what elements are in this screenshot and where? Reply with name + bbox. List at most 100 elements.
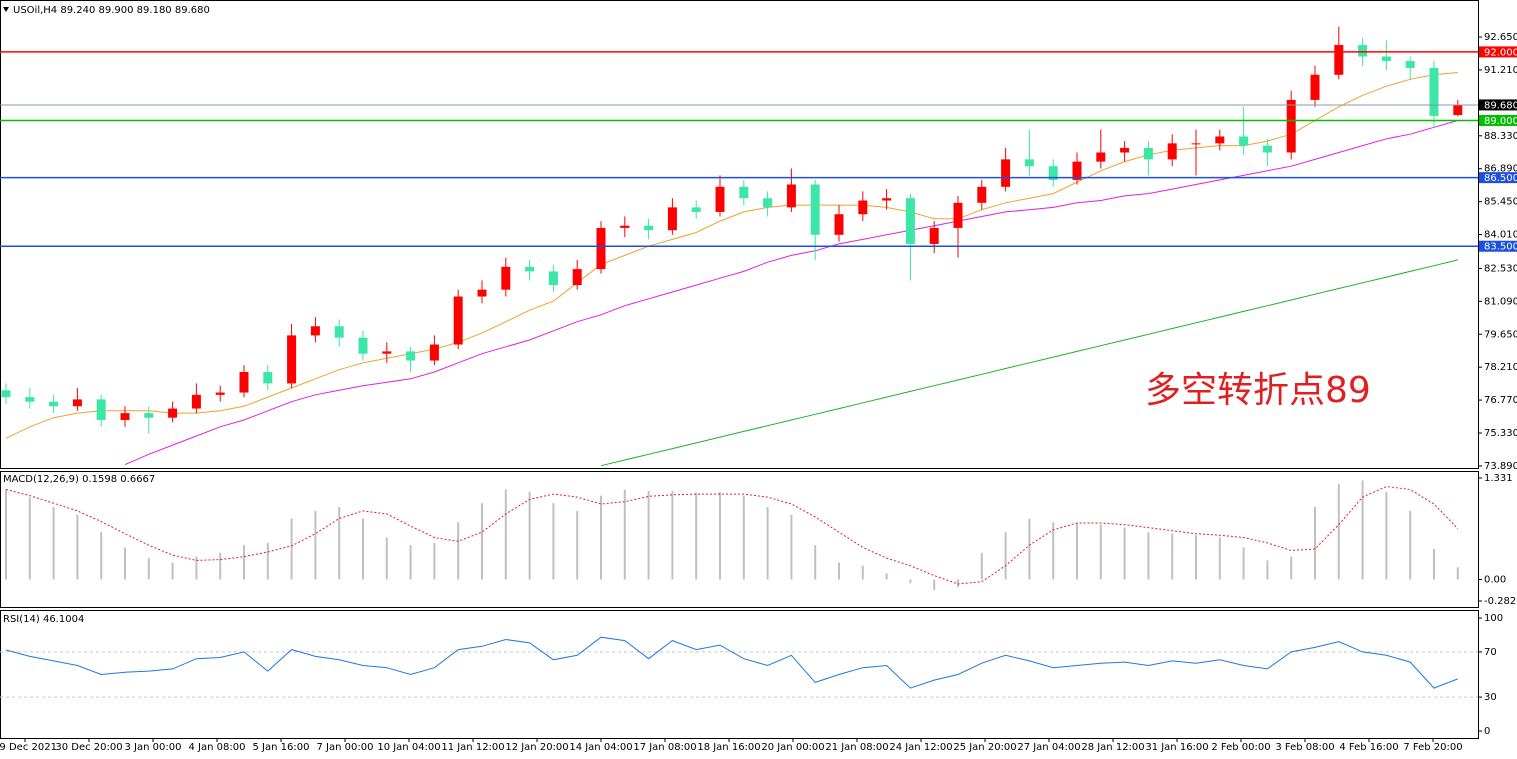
candle-body: [1, 390, 11, 398]
candle-body: [691, 207, 701, 212]
y-tick-label: 81.090: [1484, 296, 1517, 307]
macd-bar: [1337, 484, 1340, 580]
macd-bar: [671, 491, 674, 580]
macd-bar: [219, 552, 222, 580]
candle-body: [596, 227, 606, 270]
candle-body: [382, 351, 392, 354]
chart-header: USOil,H4 89.240 89.900 89.180 89.680: [13, 5, 210, 16]
y-tick-label: -0.2827: [1484, 596, 1517, 607]
y-tick-label: 70: [1484, 647, 1497, 658]
macd-bar: [1099, 524, 1102, 580]
candle-body: [239, 371, 249, 393]
level-label: 83.500: [1484, 242, 1517, 253]
macd-bar: [1433, 548, 1435, 580]
y-tick-label: 88.330: [1484, 131, 1517, 142]
level-tag: [1479, 172, 1517, 184]
level-tag: [1479, 114, 1517, 126]
macd-bar: [409, 545, 412, 580]
macd-bar: [814, 545, 817, 580]
x-tick-label: 4 Jan 08:00: [189, 742, 246, 753]
signal-line: [5, 485, 1459, 585]
candle-body: [120, 413, 130, 420]
rsi-panel: [0, 610, 1479, 739]
macd-bar: [5, 489, 7, 580]
macd-bar: [957, 579, 959, 588]
candle-body: [525, 266, 535, 272]
macd-bar: [314, 510, 317, 580]
y-tick-label: 73.890: [1484, 461, 1517, 472]
candle-body: [763, 198, 773, 208]
level-tag: [1479, 99, 1517, 111]
candle-body: [477, 289, 487, 297]
candle-body: [858, 200, 868, 215]
candle-body: [1120, 147, 1130, 153]
macd-bar: [1171, 533, 1174, 580]
macd-bar: [124, 547, 126, 580]
macd-bar: [457, 522, 460, 580]
candle-body: [548, 271, 558, 286]
macd-bar: [1076, 523, 1078, 580]
macd-bar: [243, 545, 245, 580]
macd-bar: [100, 532, 103, 580]
candle-body: [453, 296, 463, 345]
collapse-icon: [3, 7, 9, 12]
candle-body: [144, 413, 154, 418]
candle-body: [501, 266, 511, 290]
candle-body: [1334, 45, 1344, 75]
x-tick-label: 3 Jan 00:00: [125, 742, 182, 753]
x-tick-label: 7 Jan 00:00: [317, 742, 374, 753]
x-tick-label: 31 Jan 16:00: [1145, 742, 1208, 753]
candle-body: [620, 225, 630, 228]
candle-body: [1143, 147, 1153, 160]
y-tick-label: 92.650: [1484, 32, 1517, 43]
y-tick-label: 75.330: [1484, 428, 1517, 439]
candle-body: [49, 401, 59, 407]
candle-body: [834, 214, 844, 235]
candle-body: [810, 184, 820, 235]
macd-bar: [76, 514, 79, 580]
candle-body: [406, 351, 416, 361]
candle-body: [25, 397, 35, 402]
moving-average: [600, 259, 1458, 467]
macd-panel: [0, 471, 1479, 608]
candle-body: [263, 371, 273, 384]
candle-body: [882, 198, 892, 201]
macd-bar: [362, 518, 364, 580]
candle-body: [929, 227, 939, 244]
x-tick-label: 28 Jan 12:00: [1081, 742, 1144, 753]
x-tick-label: 5 Jan 16:00: [253, 742, 310, 753]
candle-body: [334, 326, 344, 338]
y-tick-label: 78.210: [1484, 362, 1517, 373]
macd-bar: [195, 556, 198, 580]
x-tick-label: 2 Feb 00:00: [1211, 742, 1270, 753]
macd-bar: [1123, 527, 1126, 580]
candle-body: [572, 269, 582, 286]
macd-bar: [1314, 507, 1316, 580]
x-tick-label: 3 Feb 08:00: [1275, 742, 1334, 753]
macd-bar: [600, 495, 602, 580]
macd-bar: [1195, 535, 1197, 580]
candle-body: [739, 186, 749, 199]
candle-body: [1381, 56, 1391, 62]
candle-body: [1024, 159, 1034, 167]
x-tick-label: 29 Dec 2021: [0, 742, 57, 753]
candle-body: [1358, 45, 1368, 57]
macd-bar: [1147, 532, 1150, 580]
candle-body: [1072, 161, 1082, 180]
macd-bar: [933, 579, 936, 591]
level-label: 89.680: [1484, 100, 1517, 111]
x-tick-label: 14 Jan 04:00: [569, 742, 632, 753]
y-tick-label: 100: [1484, 613, 1503, 624]
macd-bar: [1052, 522, 1055, 580]
rsi-title: RSI(14) 46.1004: [3, 614, 84, 625]
macd-bar: [52, 507, 55, 580]
macd-bar: [504, 489, 507, 580]
candle-body: [1405, 61, 1415, 68]
macd-bar: [528, 491, 531, 580]
macd-bar: [647, 491, 650, 580]
macd-bar: [552, 503, 555, 580]
y-tick-label: 1.331: [1484, 473, 1513, 484]
y-tick-label: 84.010: [1484, 230, 1517, 241]
